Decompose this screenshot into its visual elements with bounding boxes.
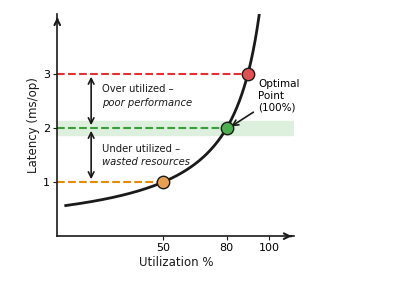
X-axis label: Utilization %: Utilization % [139, 256, 213, 269]
Point [245, 72, 251, 76]
Y-axis label: Latency (ms/op): Latency (ms/op) [27, 77, 40, 173]
Text: Optimal
Point
(100%): Optimal Point (100%) [233, 79, 300, 126]
Point [160, 180, 166, 184]
Text: wasted resources: wasted resources [102, 157, 190, 167]
Text: poor performance: poor performance [102, 98, 192, 107]
Bar [57, 121, 294, 135]
Point [223, 126, 230, 130]
Text: Under utilized –: Under utilized – [102, 143, 180, 154]
Text: Over utilized –: Over utilized – [102, 84, 173, 94]
